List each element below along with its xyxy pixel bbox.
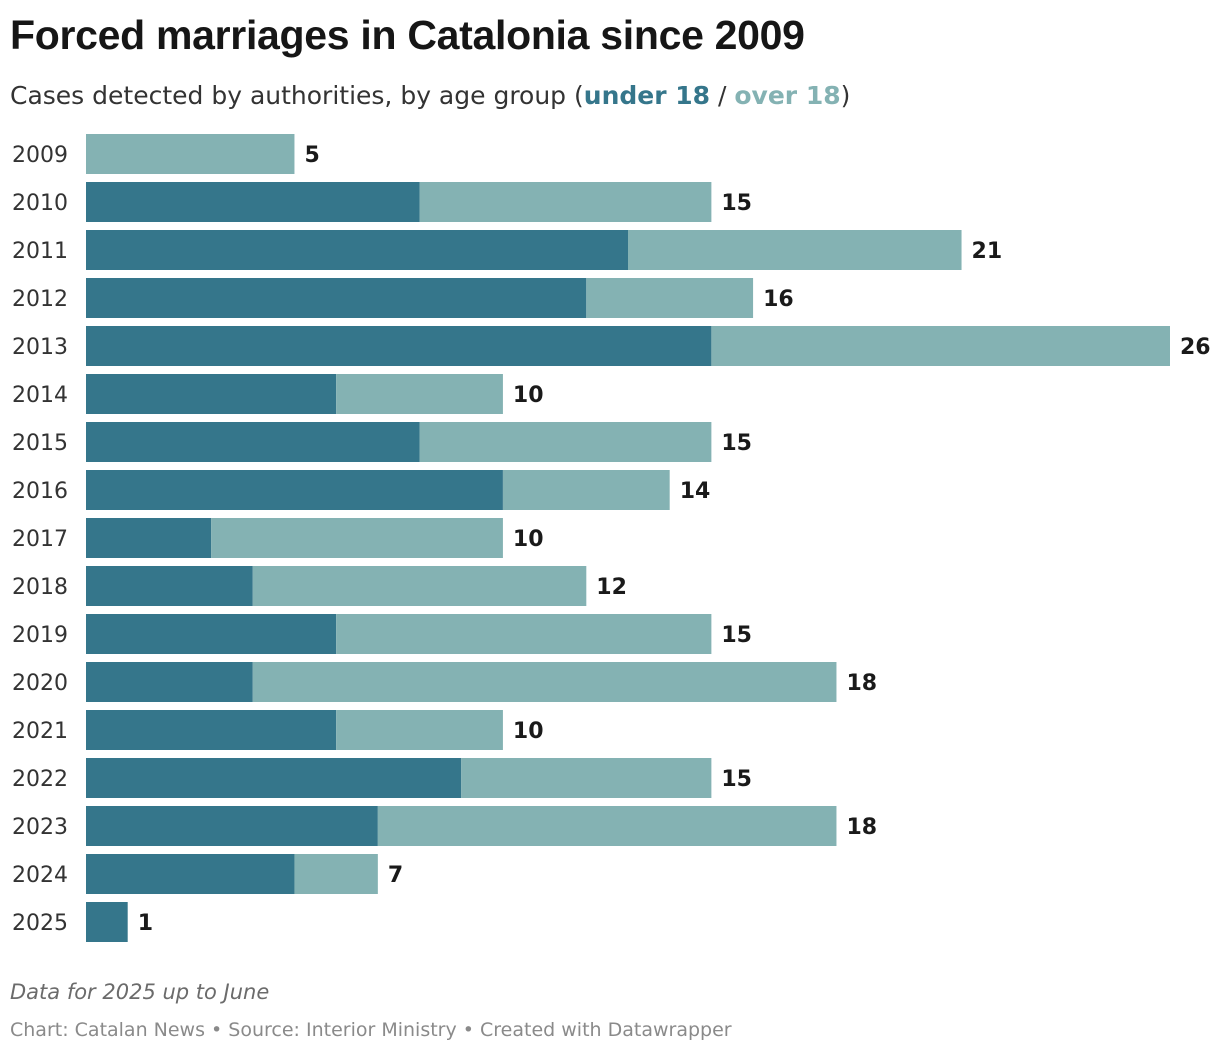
bar-under-18-2017 [86,518,212,558]
y-tick-label-2022: 2022 [12,767,68,792]
bar-over-18-2022 [461,758,712,798]
y-tick-label-2023: 2023 [12,815,68,840]
bar-under-18-2023 [86,806,378,846]
data-label-2015: 15 [721,431,752,456]
y-tick-label-2020: 2020 [12,671,68,696]
bar-over-18-2020 [252,662,837,702]
chart-credits: Chart: Catalan News • Source: Interior M… [10,1019,732,1041]
bar-over-18-2017 [211,518,503,558]
chart-title: Forced marriages in Catalonia since 2009 [10,12,805,58]
bar-under-18-2019 [86,614,337,654]
bar-over-18-2010 [419,182,712,222]
legend-over-18: over 18 [734,81,841,110]
bar-under-18-2015 [86,422,420,462]
y-tick-label-2009: 2009 [12,143,68,168]
y-tick-label-2017: 2017 [12,527,68,552]
data-label-2019: 15 [721,623,752,648]
data-label-2010: 15 [721,191,752,216]
y-tick-label-2019: 2019 [12,623,68,648]
bar-over-18-2013 [711,326,1170,366]
y-tick-label-2024: 2024 [12,863,68,888]
data-label-2009: 5 [304,143,319,168]
data-label-2012: 16 [763,287,794,312]
data-label-2024: 7 [388,863,403,888]
bar-over-18-2021 [336,710,503,750]
subtitle-suffix: ) [840,81,851,110]
bar-over-18-2014 [336,374,503,414]
data-label-2016: 14 [680,479,711,504]
data-label-2021: 10 [513,719,544,744]
bar-over-18-2018 [252,566,587,606]
bar-under-18-2021 [86,710,337,750]
bar-under-18-2016 [86,470,503,510]
data-label-2014: 10 [513,383,544,408]
y-tick-label-2014: 2014 [12,383,68,408]
data-label-2020: 18 [846,671,877,696]
bar-under-18-2012 [86,278,587,318]
bar-under-18-2014 [86,374,337,414]
bar-under-18-2025 [86,902,128,942]
y-tick-label-2012: 2012 [12,287,68,312]
data-label-2017: 10 [513,527,544,552]
y-tick-label-2025: 2025 [12,911,68,936]
legend-separator: / [710,81,735,110]
bar-under-18-2011 [86,230,628,270]
data-label-2013: 26 [1180,335,1211,360]
bar-under-18-2018 [86,566,253,606]
chart-note: Data for 2025 up to June [10,980,270,1004]
y-tick-label-2018: 2018 [12,575,68,600]
chart-subtitle: Cases detected by authorities, by age gr… [10,78,850,114]
bar-over-18-2024 [294,854,378,894]
y-tick-label-2011: 2011 [12,239,68,264]
y-tick-label-2015: 2015 [12,431,68,456]
y-tick-label-2021: 2021 [12,719,68,744]
bar-under-18-2020 [86,662,253,702]
bar-over-18-2011 [628,230,962,270]
bar-over-18-2023 [377,806,837,846]
bar-over-18-2015 [419,422,712,462]
bar-under-18-2010 [86,182,420,222]
y-tick-label-2010: 2010 [12,191,68,216]
bar-under-18-2024 [86,854,295,894]
bar-over-18-2019 [336,614,712,654]
stacked-bar-chart: 2009 5 2010 15 2011 21 2012 16 2013 26 2014 10 2015 1… [12,134,1211,942]
bar-under-18-2022 [86,758,462,798]
y-tick-label-2013: 2013 [12,335,68,360]
data-label-2023: 18 [846,815,877,840]
data-label-2018: 12 [596,575,627,600]
subtitle-prefix: Cases detected by authorities, by age gr… [10,81,584,110]
data-label-2011: 21 [972,239,1003,264]
legend-under-18: under 18 [583,81,711,110]
bar-over-18-2012 [586,278,754,318]
data-label-2025: 1 [138,911,153,936]
bar-over-18-2016 [502,470,670,510]
y-tick-label-2016: 2016 [12,479,68,504]
data-label-2022: 15 [721,767,752,792]
bar-over-18-2009 [86,134,295,174]
bar-under-18-2013 [86,326,712,366]
